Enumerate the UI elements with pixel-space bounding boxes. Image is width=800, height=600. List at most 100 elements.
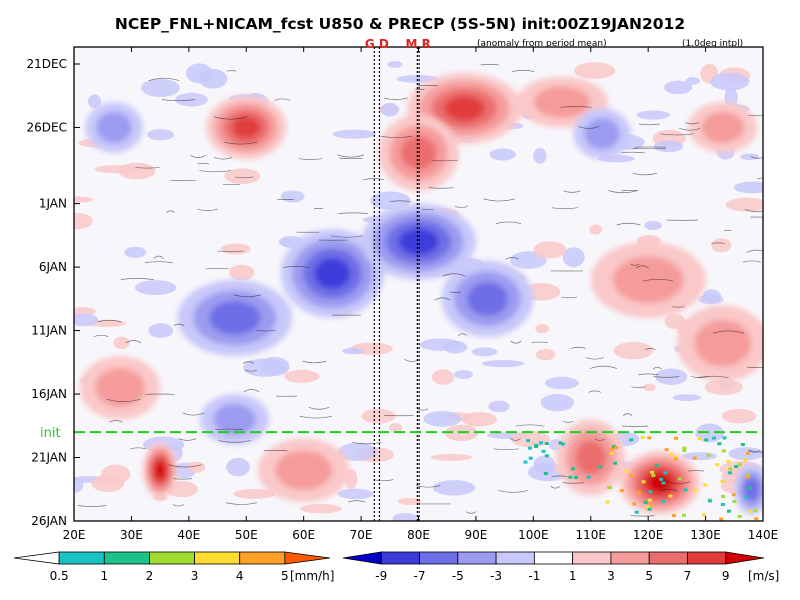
contour-line [173, 323, 185, 326]
u850-texture-patch [380, 102, 399, 117]
marker-label: G D [365, 37, 389, 51]
u850-texture-patch [488, 400, 510, 413]
u850-texture-patch [220, 243, 251, 255]
contour-line [338, 212, 368, 214]
y-tick-label: 11JAN [31, 324, 67, 338]
contour-line [749, 449, 763, 453]
u850-texture-patch [681, 452, 718, 461]
contour-line [390, 200, 411, 203]
contour-line [205, 268, 229, 270]
precip-cell [664, 448, 669, 452]
u850-texture-patch [733, 181, 763, 194]
precip-cell [753, 509, 758, 513]
u850-legend-swatch [572, 551, 612, 565]
contour-line [233, 294, 261, 298]
contour-line [235, 176, 254, 179]
u850-texture-patch [535, 323, 550, 334]
precip-cell [737, 514, 742, 518]
contour-line [550, 486, 560, 489]
precip-cell [629, 438, 634, 442]
x-tick-label: 30E [120, 528, 143, 542]
contour-line [434, 297, 451, 301]
contour-line [244, 369, 258, 372]
precip-legend-swatch [239, 551, 286, 565]
precip-cell [722, 436, 727, 440]
contour-line [623, 413, 633, 416]
u850-texture-patch [431, 369, 455, 385]
u850-anomaly-region [96, 111, 132, 144]
precip-legend-label: 0.5 [50, 569, 69, 583]
init-label: init [40, 426, 61, 441]
precip-cell [634, 510, 639, 514]
precip-cell [711, 436, 716, 440]
y-tick-label: 26DEC [27, 120, 67, 134]
precip-legend-swatch [58, 551, 105, 565]
contour-line [690, 376, 709, 378]
precip-cell [693, 488, 698, 492]
y-tick-label: 16JAN [31, 387, 67, 401]
precip-cell [570, 467, 575, 471]
u850-legend-swatch [457, 551, 497, 565]
contour-line [659, 488, 678, 492]
u850-texture-patch [695, 423, 724, 443]
u850-texture-patch [146, 129, 175, 141]
x-tick-label: 120E [633, 528, 664, 542]
u850-texture-patch [461, 412, 498, 427]
precip-cell [647, 498, 652, 502]
u850-legend-label: -5 [452, 569, 464, 583]
u850-texture-patch [540, 393, 575, 412]
u850-texture-patch [653, 140, 684, 153]
precip-cell [728, 467, 733, 471]
contour-line [588, 390, 602, 393]
u850-texture-patch [134, 280, 177, 296]
u850-texture-patch [259, 356, 290, 376]
precip-cell [721, 495, 726, 499]
x-axis: 20E 30E 40E 50E 60E 70E 80E 90E 100E 110E 120E 130E… [63, 47, 778, 542]
contour-line [510, 340, 522, 344]
precip-cell [727, 509, 732, 513]
contour-line [666, 481, 691, 484]
precip-cell [558, 441, 563, 445]
y-tick-label: 21DEC [27, 57, 67, 71]
precip-cell [646, 505, 651, 509]
precip-cell [683, 488, 688, 492]
precip-cell [732, 499, 737, 503]
u850-texture-patch [423, 411, 462, 427]
subtitle-anomaly: (anomaly from period mean) [477, 39, 607, 49]
precip-cell [543, 472, 548, 476]
u850-anomaly-region [275, 450, 332, 490]
u850-legend-label: -1 [528, 569, 540, 583]
u850-anomaly-region [533, 86, 591, 118]
precip-legend-swatch [13, 551, 60, 565]
contour-line [747, 449, 761, 453]
u850-texture-patch [148, 323, 174, 338]
contour-line [431, 159, 459, 162]
precip-legend-label: 4 [236, 569, 244, 583]
u850-legend-label: -7 [414, 569, 426, 583]
u850-legend: -9 -7 -5 -3 -1 1 3 5 7 9 [342, 551, 765, 583]
u850-legend-label: 1 [569, 569, 577, 583]
contour-line [190, 154, 206, 158]
contour-line [563, 421, 574, 423]
precip-cell [731, 493, 736, 497]
u850-texture-patch [387, 61, 403, 68]
u850-legend-swatch [533, 551, 574, 565]
u850-texture-patch [664, 80, 693, 95]
precip-legend-swatch [284, 551, 331, 565]
u850-legend-label: 3 [607, 569, 615, 583]
u850-texture-patch [672, 394, 702, 401]
u850-texture-patch [186, 461, 206, 473]
contour-line [383, 97, 408, 101]
contour-line [331, 235, 364, 238]
contour-line [659, 133, 694, 136]
contour-line [679, 128, 701, 131]
u850-texture-patch [392, 512, 418, 521]
precip-cell [701, 513, 706, 517]
precip-cell [673, 457, 678, 461]
x-tick-label: 60E [292, 528, 315, 542]
u850-texture-patch [740, 153, 760, 160]
contour-line [161, 99, 196, 102]
precip-cell [681, 513, 686, 517]
u850-texture-patch [644, 220, 662, 231]
u850-texture-patch [443, 340, 468, 354]
